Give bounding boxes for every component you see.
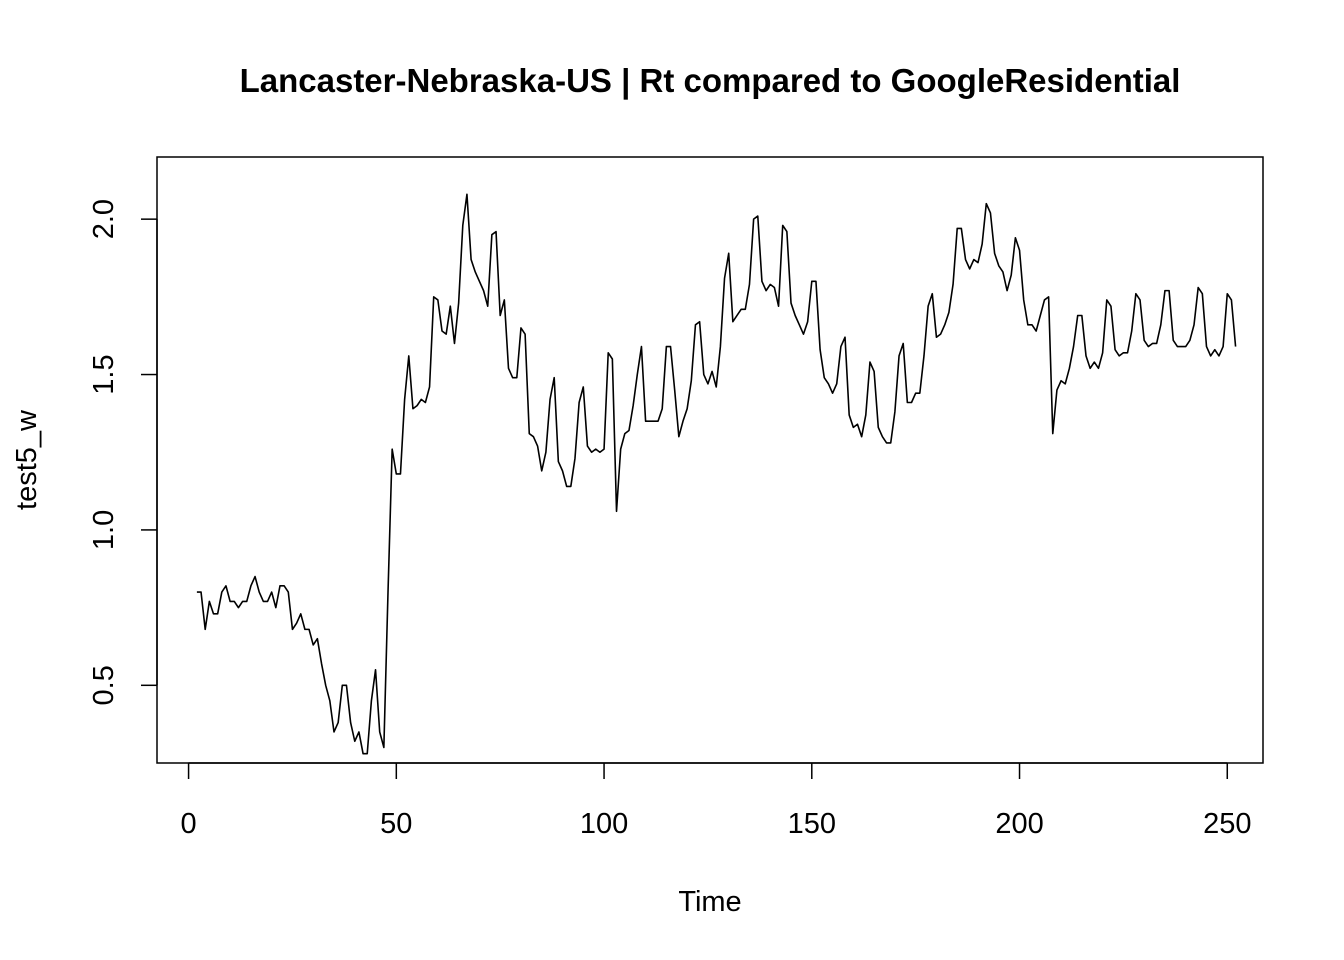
y-tick-label: 1.0 — [88, 510, 120, 550]
chart-title: Lancaster-Nebraska-US | Rt compared to G… — [240, 62, 1181, 99]
series-line — [196, 193, 1237, 755]
x-tick-label: 250 — [1203, 808, 1251, 840]
x-tick-label: 200 — [995, 808, 1043, 840]
y-tick-label: 1.5 — [88, 354, 120, 394]
y-axis-label: test5_w — [11, 409, 43, 510]
y-axis: 0.5 1.0 1.5 2.0 — [88, 199, 158, 705]
x-tick-label: 50 — [380, 808, 412, 840]
x-axis: 0 50 100 150 200 250 — [181, 762, 1251, 840]
y-tick-label: 0.5 — [88, 665, 120, 705]
x-tick-label: 100 — [580, 808, 628, 840]
x-axis-label: Time — [678, 886, 741, 918]
x-tick-label: 0 — [181, 808, 197, 840]
y-tick-label: 2.0 — [88, 199, 120, 239]
x-tick-label: 150 — [788, 808, 836, 840]
